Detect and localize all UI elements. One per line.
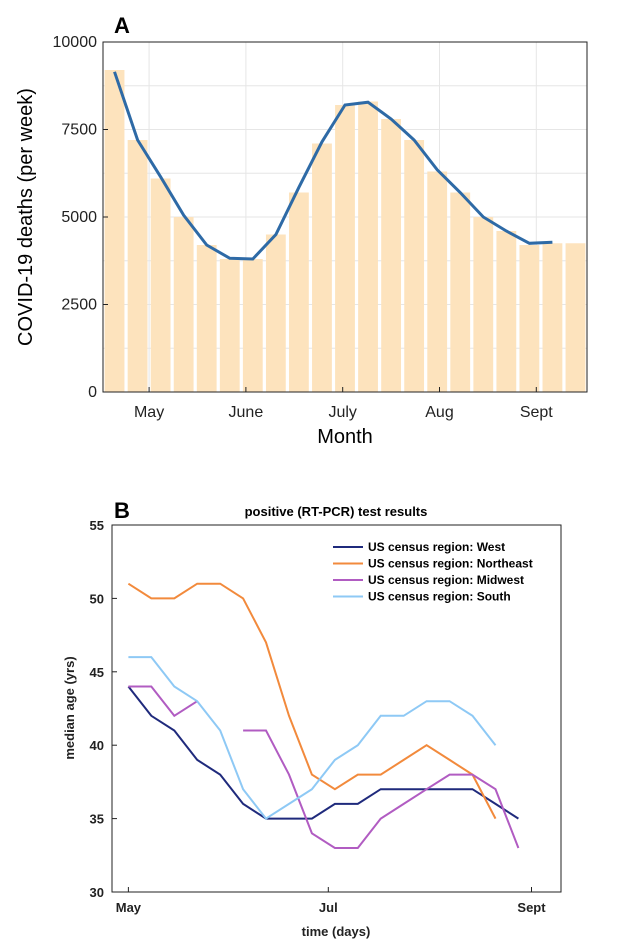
panel-b-legend-label: US census region: South	[368, 590, 511, 604]
panel-a-deaths-line	[113, 71, 553, 261]
panel-a-bar	[542, 243, 563, 392]
panel-a-bar	[196, 245, 217, 392]
panel-b-legend-label: US census region: Midwest	[368, 573, 524, 587]
panel-a-bar	[173, 217, 194, 392]
panel-a-x-tick-label: Sept	[520, 404, 553, 421]
panel-a-y-tick-label: 0	[88, 384, 97, 401]
panel-b-x-tick-label: Sept	[517, 900, 546, 915]
panel-b-series-line	[128, 685, 520, 849]
panel-a-bar	[473, 217, 494, 392]
panel-a-bar	[496, 231, 517, 392]
panel-b-label: B	[114, 498, 130, 523]
panel-a-bar	[104, 70, 125, 392]
panel-a-bar	[358, 101, 378, 392]
panel-b: B positive (RT-PCR) test results 30 35 40 4…	[62, 498, 562, 939]
panel-a-y-tick-label: 7500	[61, 122, 97, 139]
panel-b-x-tick-label: Jul	[319, 900, 338, 915]
panel-b-legend: US census region: West US census region: …	[333, 540, 533, 604]
panel-a-bar	[265, 234, 286, 392]
panel-b-y-tick-label: 30	[90, 885, 104, 900]
panel-b-series-line	[128, 656, 497, 820]
panel-a-bar	[519, 245, 540, 392]
panel-a-y-ticks: 0 2500 5000 7500 10000	[53, 34, 108, 401]
panel-b-x-tick-label: May	[116, 900, 142, 915]
panel-a-bar	[312, 143, 332, 392]
panel-b-y-tick-label: 40	[90, 738, 104, 753]
panel-a-y-tick-label: 2500	[61, 297, 97, 314]
panel-b-title: positive (RT-PCR) test results	[245, 504, 428, 519]
panel-a-x-tick-label: Aug	[425, 404, 453, 421]
panel-b-y-tick-label: 55	[90, 518, 104, 533]
panel-b-y-tick-label: 50	[90, 591, 104, 606]
panel-a-y-tick-label: 10000	[53, 34, 98, 51]
panel-a-bar	[127, 140, 148, 392]
panel-b-y-tick-label: 35	[90, 812, 104, 827]
panel-a-bar	[404, 140, 425, 392]
panel-a-bars	[104, 70, 586, 392]
panel-a-y-tick-label: 5000	[61, 209, 97, 226]
panel-a-bar	[150, 178, 171, 392]
panel-b-lines	[127, 582, 520, 849]
panel-a-bar	[219, 259, 240, 392]
panel-b-legend-label: US census region: West	[368, 540, 505, 554]
panel-b-y-axis-label: median age (yrs)	[62, 656, 77, 759]
panel-a-y-axis-label: COVID-19 deaths (per week)	[15, 88, 37, 346]
panel-a-bar	[427, 171, 448, 392]
panel-a-x-tick-label: June	[229, 404, 264, 421]
panel-a-x-tick-label: May	[134, 404, 164, 421]
panel-a-bar	[335, 105, 355, 392]
panel-b-y-tick-label: 45	[90, 665, 104, 680]
panel-a-label: A	[114, 13, 130, 38]
panel-b-x-axis-label: time (days)	[302, 924, 371, 939]
panel-a-x-ticks: May June July Aug Sept	[134, 387, 553, 421]
panel-a-bar	[450, 192, 471, 392]
panel-a-x-tick-label: July	[328, 404, 356, 421]
panel-a-bar	[242, 259, 263, 392]
panel-a-bar	[381, 119, 402, 392]
panel-a-bar	[288, 192, 309, 392]
panel-b-y-ticks: 30 35 40 45 50 55	[90, 518, 117, 900]
panel-b-legend-label: US census region: Northeast	[368, 557, 533, 571]
panel-b-x-ticks: May Jul Sept	[116, 887, 546, 915]
panel-b-series-line	[127, 685, 519, 820]
panel-b-series-line	[127, 582, 497, 820]
panel-a-bar	[565, 243, 586, 392]
panel-a-x-axis-label: Month	[317, 426, 373, 448]
